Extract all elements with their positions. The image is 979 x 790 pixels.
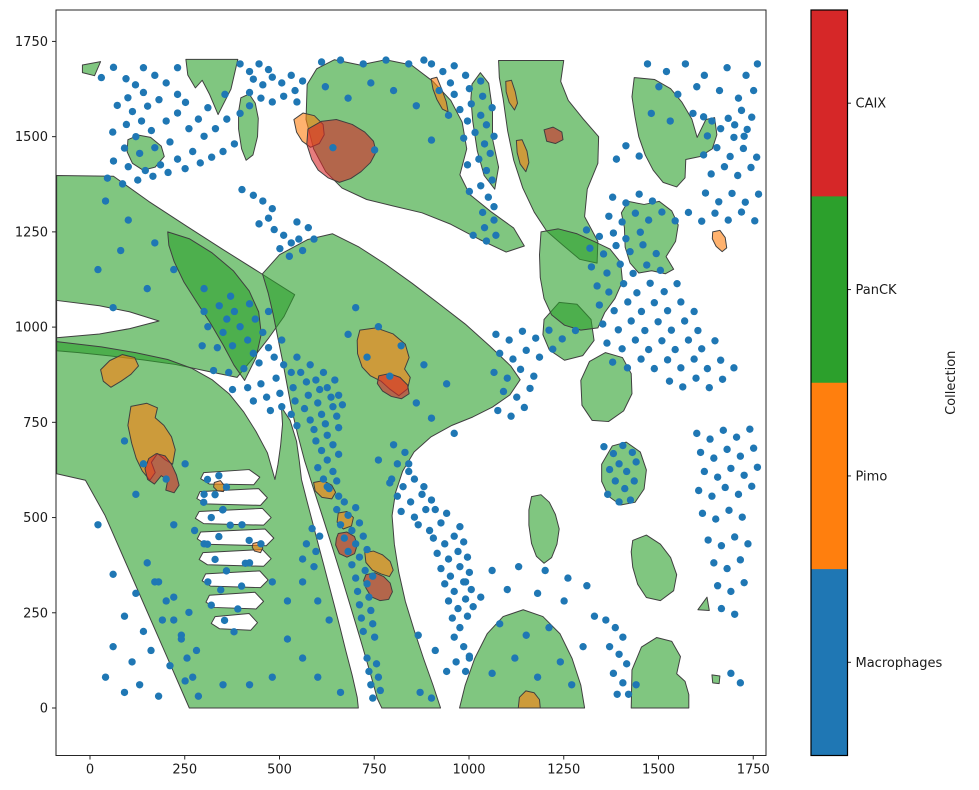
pimo-region [364,550,394,578]
panck-region [711,674,721,685]
x-tick-label: 0 [86,763,94,778]
panck-region [167,231,262,381]
plot-area [56,56,763,709]
panck-region [539,228,623,331]
colorbar-tick-label: Pimo [856,469,888,484]
x-tick-label: 1250 [547,763,580,778]
y-tick-label: 500 [23,511,48,526]
panck-regions [56,58,721,709]
pimo-region [100,354,140,388]
panck-region [459,609,586,709]
hole-region [200,469,261,486]
pimo-region [711,229,728,253]
pimo-region [515,139,530,173]
panck-region [528,494,560,564]
panck-region [630,637,690,709]
panck-region [470,72,500,190]
colorbar: CAIX PanCK Pimo Macrophages Collection [810,9,959,757]
hole-region [205,591,265,610]
hole-region [194,507,272,526]
y-tick-label: 0 [40,702,48,717]
axes-spines [55,9,767,756]
panck-region [261,233,521,709]
caix-regions [144,119,564,602]
panck-region [580,352,633,423]
y-tick-label: 1000 [15,321,48,336]
pimo-region [213,480,226,493]
pimo-region [505,79,519,111]
y-tick-label: 1250 [15,225,48,240]
hole-region [201,570,269,589]
colorbar-axis-label: Collection [944,351,959,415]
x-tick-label: 250 [172,763,197,778]
panck-region [185,58,239,116]
colorbar-segment-caix [811,10,848,197]
x-tick-label: 1000 [452,763,485,778]
panck-region [238,93,259,161]
caix-region [144,453,180,494]
x-tick-label: 1750 [737,763,770,778]
colorbar-segment-macrophages [811,569,848,756]
panck-region [697,596,710,611]
axis-ticks: 0 250 500 750 1000 1250 1500 1750 0 250 500 750 1000… [15,35,770,778]
caix-region [543,126,564,145]
panck-region [620,200,679,275]
panck-region [630,534,678,602]
panck-region [305,59,525,253]
caix-region [306,119,377,183]
hole-region [196,488,268,506]
hole-region [210,613,259,631]
colorbar-tick-label: PanCK [856,283,898,298]
x-tick-label: 500 [267,763,292,778]
x-tick-label: 1500 [642,763,675,778]
panck-region [631,77,718,188]
x-tick-label: 750 [362,763,387,778]
pimo-region [517,690,541,709]
macrophage-points [94,56,763,702]
y-tick-label: 750 [23,416,48,431]
hole-region [196,528,275,547]
panck-region [81,61,102,77]
y-tick-label: 250 [23,606,48,621]
colorbar-tick-label: CAIX [856,97,887,112]
caix-region [376,373,410,400]
y-tick-label: 1500 [15,130,48,145]
y-tick-label: 1750 [15,35,48,50]
colorbar-segment-pimo [811,382,848,570]
hole-region [56,299,160,339]
colorbar-tick-label: Macrophages [856,656,943,671]
colorbar-segment-panck [811,196,848,384]
